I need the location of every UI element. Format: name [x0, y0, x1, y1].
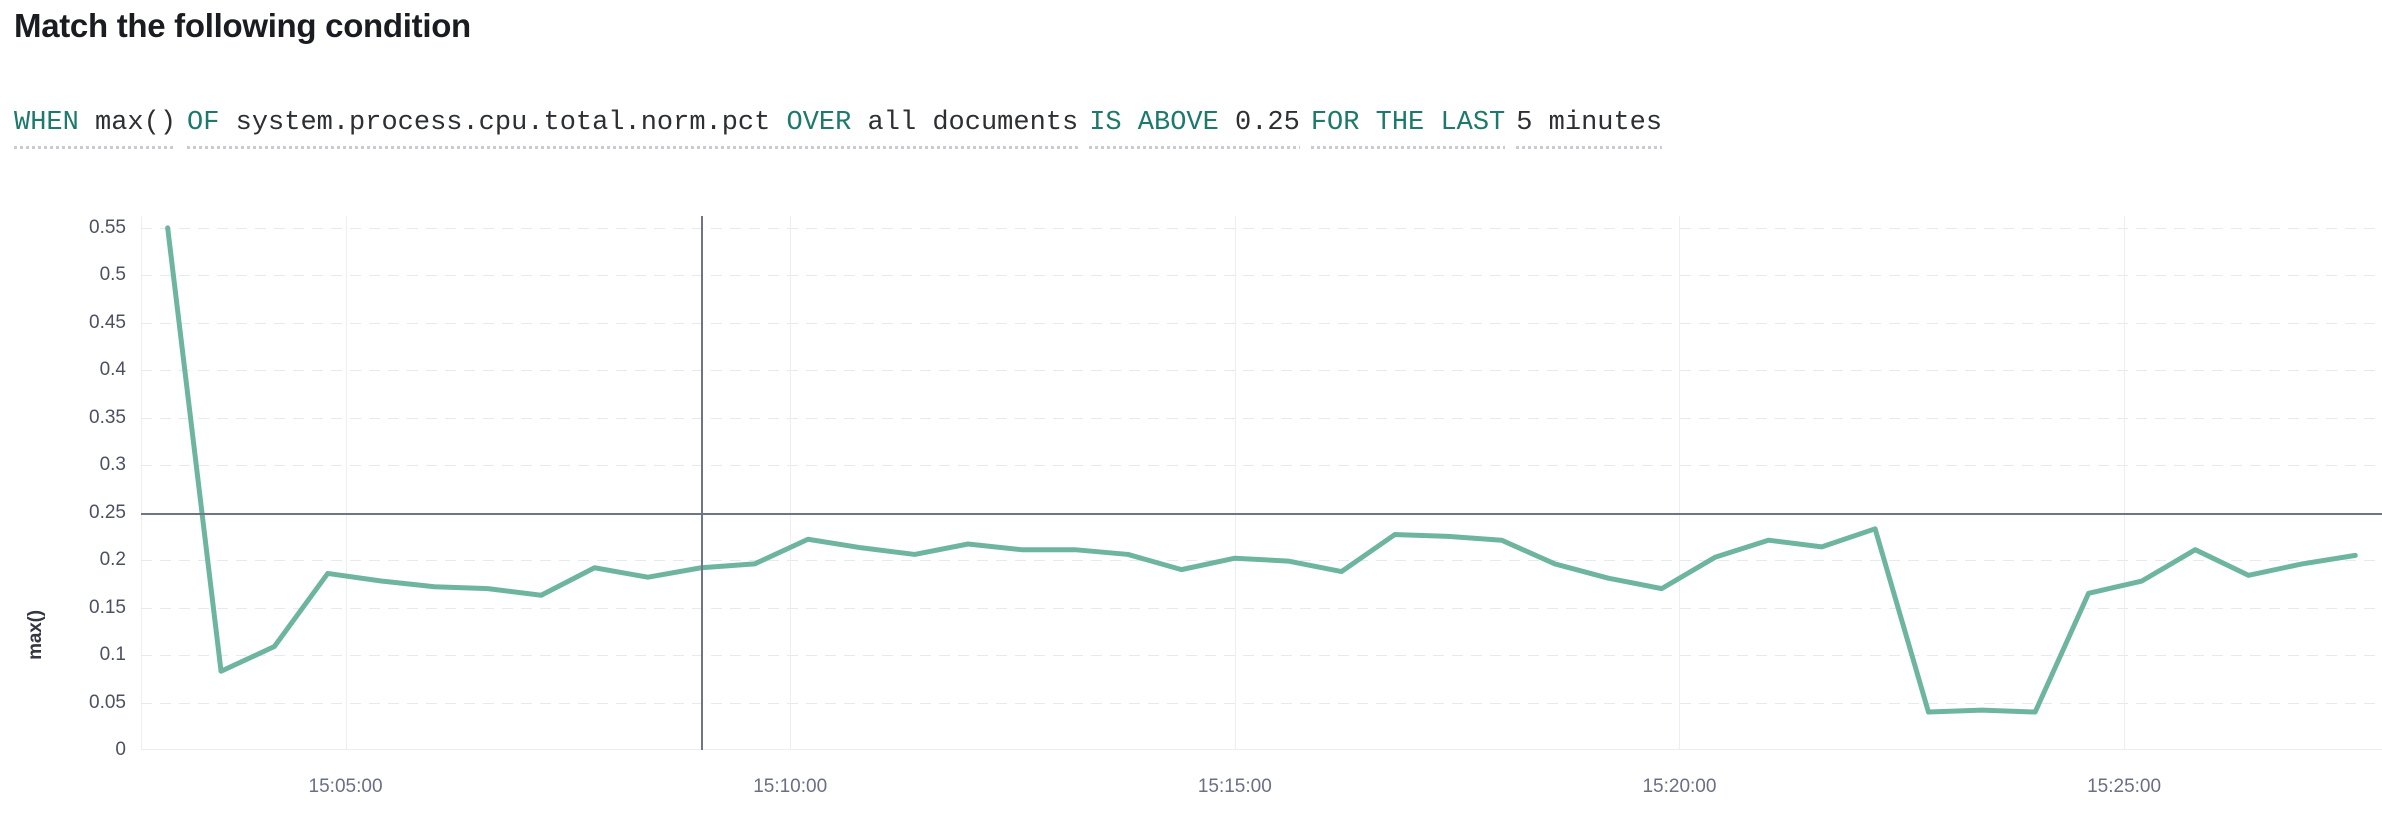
- x-axis-line: [141, 749, 2382, 750]
- expression-token-value: all documents: [851, 108, 1079, 138]
- page-title: Match the following condition: [14, 7, 471, 44]
- y-tick-label: 0.35: [89, 406, 126, 428]
- expression-token-keyword: IS ABOVE: [1089, 108, 1219, 138]
- horizontal-gridline: [141, 702, 2382, 704]
- horizontal-gridline: [141, 607, 2382, 609]
- y-tick-label: 0.2: [99, 549, 126, 571]
- expression-timeframe-label[interactable]: FOR THE LAST: [1310, 106, 1506, 149]
- y-tick-label: 0.05: [89, 691, 126, 713]
- condition-preview-chart: max() 0 0.05 0.1 0.15 0.2 0.25 0.3 0.35 0.4 0.45 0…: [0, 176, 2382, 824]
- horizontal-gridline: [141, 370, 2382, 372]
- series-path: [165, 225, 2358, 715]
- vertical-gridline: [2124, 216, 2126, 750]
- expression-token-value: 0.25: [1218, 108, 1300, 138]
- expression-token-keyword: OF: [187, 108, 220, 138]
- x-axis-tick-labels: 15:05:00 15:10:00 15:15:00 15:20:00 15:25:00: [141, 776, 2382, 816]
- x-tick-label: 15:25:00: [2087, 776, 2162, 797]
- y-tick-label: 0.4: [99, 359, 126, 381]
- expression-token-keyword: WHEN: [14, 108, 79, 138]
- expression-token-value: max(): [78, 108, 177, 138]
- expression-aggregation[interactable]: WHEN max(): [14, 106, 177, 149]
- x-tick-label: 15:15:00: [1197, 776, 1272, 797]
- horizontal-gridline: [141, 322, 2382, 324]
- x-tick-label: 15:05:00: [308, 776, 383, 797]
- expression-timeframe-value[interactable]: 5 minutes: [1516, 106, 1662, 149]
- expression-token-keyword: FOR THE LAST: [1310, 108, 1506, 138]
- expression-threshold[interactable]: IS ABOVE 0.25: [1089, 106, 1300, 149]
- condition-expression: WHEN max() OF system.process.cpu.total.no…: [14, 106, 1673, 149]
- horizontal-gridline: [141, 227, 2382, 229]
- expression-token-keyword: OVER: [770, 108, 852, 138]
- vertical-gridline: [1234, 216, 1236, 750]
- horizontal-gridline: [141, 655, 2382, 657]
- x-tick-label: 15:20:00: [1642, 776, 1717, 797]
- expression-field-and-scope[interactable]: OF system.process.cpu.total.norm.pct OVE…: [187, 106, 1079, 149]
- y-tick-label: 0.3: [99, 454, 126, 476]
- y-tick-label: 0.5: [99, 264, 126, 286]
- series-line-max: [165, 225, 2358, 715]
- y-tick-label: 0.25: [89, 501, 126, 523]
- horizontal-gridline: [141, 275, 2382, 277]
- y-axis-line: [141, 216, 142, 750]
- horizontal-gridline: [141, 465, 2382, 467]
- time-marker-line: [701, 216, 704, 750]
- y-tick-label: 0.15: [89, 596, 126, 618]
- expression-token-value: 5 minutes: [1516, 108, 1663, 138]
- expression-token-value: system.process.cpu.total.norm.pct: [219, 108, 771, 138]
- horizontal-gridline: [141, 417, 2382, 419]
- threshold-line: [141, 512, 2382, 515]
- vertical-gridline: [345, 216, 347, 750]
- y-tick-label: 0.1: [99, 644, 126, 666]
- vertical-gridline: [1679, 216, 1681, 750]
- y-tick-label: 0.55: [89, 216, 126, 238]
- y-tick-label: 0.45: [89, 311, 126, 333]
- plot-area: [141, 216, 2382, 750]
- x-tick-label: 15:10:00: [753, 776, 828, 797]
- vertical-gridline: [790, 216, 792, 750]
- y-tick-label: 0: [115, 739, 126, 760]
- y-axis-tick-labels: 0 0.05 0.1 0.15 0.2 0.25 0.3 0.35 0.4 0.45 0.5 0.55: [0, 176, 126, 776]
